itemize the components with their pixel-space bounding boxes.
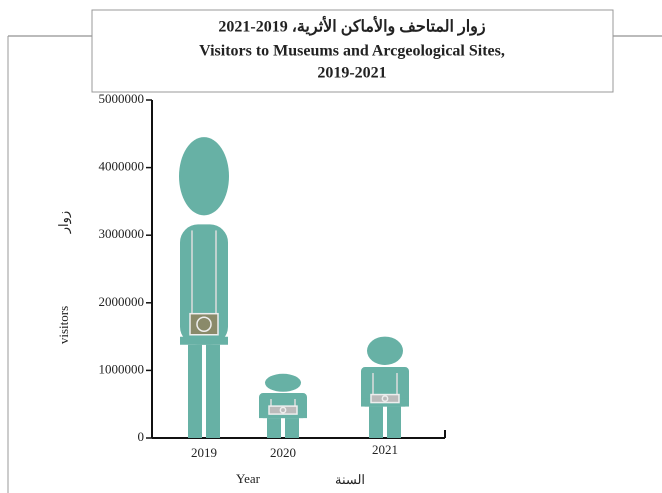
person-icon xyxy=(259,373,307,438)
person-part xyxy=(279,406,287,414)
person-part xyxy=(189,312,219,336)
person-part xyxy=(188,344,202,438)
y-axis-label: visitors xyxy=(56,306,71,344)
x-tick-label: 2020 xyxy=(270,445,296,460)
person-part xyxy=(196,316,212,332)
y-tick-label: 1000000 xyxy=(99,361,145,376)
person-part xyxy=(265,373,301,392)
y-tick-label: 0 xyxy=(138,429,145,444)
person-part xyxy=(285,418,299,438)
person-part xyxy=(387,406,401,438)
person-part xyxy=(267,418,281,438)
chart-title: 2019-2021 xyxy=(317,65,386,82)
person-part xyxy=(268,405,298,415)
person-icon xyxy=(361,336,409,438)
y-tick-label: 5000000 xyxy=(99,91,145,106)
x-tick-label: 2019 xyxy=(191,445,217,460)
person-part xyxy=(206,344,220,438)
person-part xyxy=(179,137,229,216)
person-icon xyxy=(179,137,229,438)
chart-title: Visitors to Museums and Arcgeological Si… xyxy=(199,43,505,60)
y-tick-label: 3000000 xyxy=(99,226,145,241)
y-tick-label: 4000000 xyxy=(99,159,145,174)
x-axis-label: السنة xyxy=(335,472,365,487)
person-part xyxy=(367,336,403,365)
y-axis-label: زوار xyxy=(56,211,72,234)
title-box xyxy=(91,9,614,93)
person-part xyxy=(180,336,228,345)
x-tick-label: 2021 xyxy=(372,442,398,457)
x-axis-label: Year xyxy=(236,471,261,486)
person-part xyxy=(370,393,400,404)
chart-title: زوار المتاحف والأماكن الأثرية، 2019-2021 xyxy=(218,16,486,37)
person-part xyxy=(381,395,389,402)
y-tick-label: 2000000 xyxy=(99,294,145,309)
person-part xyxy=(369,406,383,438)
